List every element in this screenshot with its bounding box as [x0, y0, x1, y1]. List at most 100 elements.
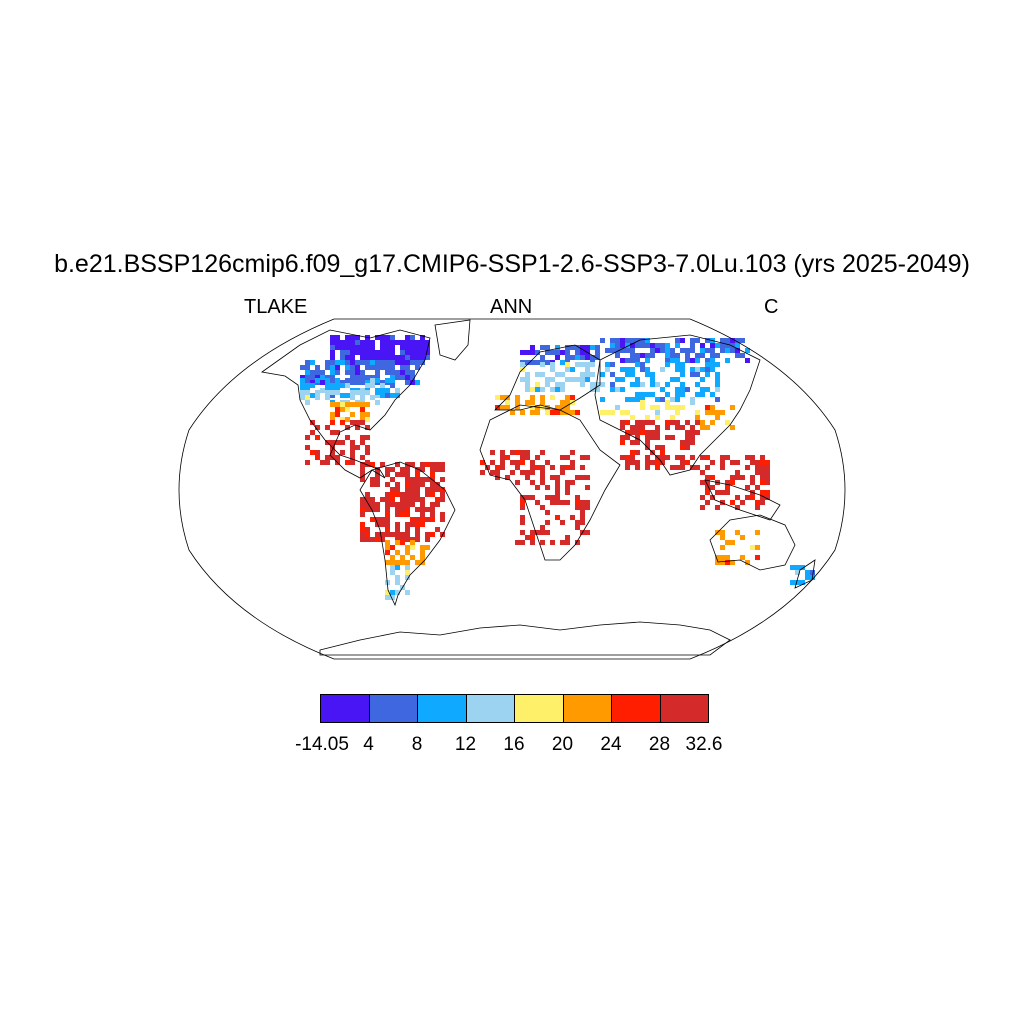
grid-cell-990	[500, 455, 505, 460]
grid-cell-492	[435, 462, 440, 467]
grid-cell-203	[310, 393, 315, 398]
grid-cell-1150	[755, 460, 760, 465]
grid-cell-972	[690, 430, 695, 435]
grid-cell-213	[330, 393, 335, 398]
colorbar-box-6	[611, 694, 661, 723]
grid-cell-31	[360, 345, 365, 350]
grid-cell-484	[430, 482, 435, 487]
grid-cell-929	[645, 455, 650, 460]
grid-cell-340	[360, 462, 365, 467]
grid-cell-597	[615, 338, 620, 343]
grid-cell-818	[495, 395, 500, 400]
grid-cell-288	[365, 402, 370, 407]
grid-cell-901	[625, 420, 630, 425]
grid-cell-628	[655, 343, 660, 348]
grid-cell-1112	[705, 500, 710, 505]
grid-cell-645	[685, 348, 690, 353]
grid-cell-948	[665, 420, 670, 425]
grid-cell-403	[395, 462, 400, 467]
grid-cell-700	[545, 377, 550, 382]
grid-cell-634	[665, 353, 670, 358]
grid-cell-557	[535, 360, 540, 365]
grid-cell-852	[565, 410, 570, 415]
grid-cell-930	[645, 460, 650, 465]
grid-cell-1021	[555, 475, 560, 480]
grid-cell-820	[500, 395, 505, 400]
grid-cell-749	[625, 397, 630, 402]
grid-cell-795	[690, 372, 695, 377]
grid-cell-1066	[550, 500, 555, 505]
grid-cell-446	[410, 517, 415, 522]
grid-cell-412	[395, 527, 400, 532]
grid-cell-568	[555, 355, 560, 360]
grid-cell-469	[420, 512, 425, 517]
grid-cell-244	[300, 390, 305, 395]
lake-temperature-field	[300, 335, 815, 600]
grid-cell-191	[410, 370, 415, 375]
grid-cell-452	[415, 482, 420, 487]
grid-cell-639	[675, 338, 680, 343]
grid-cell-717	[575, 362, 580, 367]
grid-cell-327	[350, 460, 355, 465]
grid-cell-267	[375, 390, 380, 395]
grid-cell-737	[605, 367, 610, 372]
grid-cell-806	[705, 367, 710, 372]
grid-cell-275	[340, 402, 345, 407]
grid-cell-832	[530, 400, 535, 405]
grid-cell-259	[350, 395, 355, 400]
grid-cell-1191	[755, 545, 760, 550]
grid-cell-95	[420, 345, 425, 350]
grid-cell-646	[685, 353, 690, 358]
grid-cell-561	[545, 345, 550, 350]
grid-cell-944	[660, 445, 665, 450]
grid-cell-612	[630, 353, 635, 358]
grid-cell-771	[655, 382, 660, 387]
grid-cell-1029	[570, 465, 575, 470]
grid-cell-720	[580, 372, 585, 377]
grid-cell-86	[410, 355, 415, 360]
grid-cell-82	[410, 335, 415, 340]
grid-cell-834	[530, 410, 535, 415]
grid-cell-1010	[530, 465, 535, 470]
grid-cell-644	[680, 348, 685, 353]
grid-cell-942	[655, 460, 660, 465]
grid-cell-13	[340, 355, 345, 360]
grid-cell-271	[330, 417, 335, 422]
grid-cell-1092	[580, 505, 585, 510]
grid-cell-180	[395, 375, 400, 380]
grid-cell-763	[640, 397, 645, 402]
grid-cell-1121	[720, 460, 725, 465]
grid-cell-237	[385, 388, 390, 393]
grid-cell-816	[715, 387, 720, 392]
grid-cell-738	[610, 362, 615, 367]
grid-cell-575	[570, 345, 575, 350]
grid-cell-869	[655, 410, 660, 415]
grid-cell-961	[680, 445, 685, 450]
grid-cell-798	[695, 372, 700, 377]
grid-cell-501	[440, 477, 445, 482]
grid-cell-958	[675, 465, 680, 470]
grid-cell-214	[335, 378, 340, 383]
grid-cell-541	[395, 575, 400, 580]
grid-cell-979	[695, 465, 700, 470]
grid-cell-651	[690, 358, 695, 363]
grid-cell-241	[390, 393, 395, 398]
grid-cell-389	[385, 502, 390, 507]
grid-cell-711	[560, 387, 565, 392]
grid-cell-1053	[535, 500, 540, 505]
grid-cell-985	[490, 470, 495, 475]
grid-cell-521	[405, 545, 410, 550]
grid-cell-652	[695, 338, 700, 343]
coast-greenland	[434, 319, 471, 361]
grid-cell-756	[635, 382, 640, 387]
grid-cell-965	[685, 420, 690, 425]
grid-cell-1044	[520, 540, 525, 545]
grid-cell-885	[705, 410, 710, 415]
grid-cell-112	[310, 370, 315, 375]
grid-cell-1171	[765, 495, 770, 500]
grid-cell-955	[675, 420, 680, 425]
grid-cell-960	[680, 440, 685, 445]
grid-cell-906	[625, 465, 630, 470]
grid-cell-305	[325, 460, 330, 465]
grid-cell-735	[600, 397, 605, 402]
